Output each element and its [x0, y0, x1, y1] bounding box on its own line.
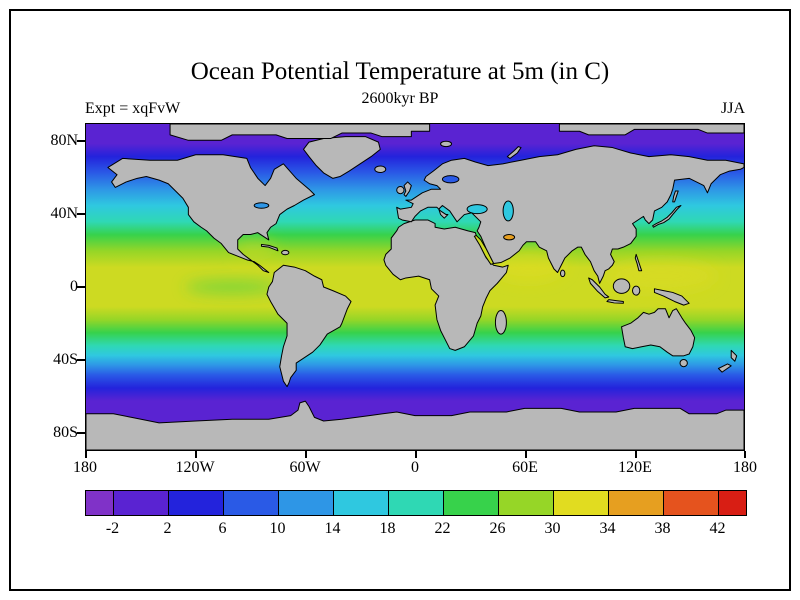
experiment-label: Expt = xqFvW [85, 100, 181, 117]
x-tick-label-60w: 60W [289, 459, 321, 476]
sumatra-island [589, 278, 609, 298]
colorbar [85, 490, 747, 516]
eurasia-landmass [397, 146, 744, 284]
colorbar-tick-label: -2 [105, 520, 120, 537]
x-axis-tick [415, 451, 417, 458]
north-america-landmass [108, 155, 315, 273]
colorbar-tick-label: 38 [654, 520, 671, 537]
new-guinea-island [654, 289, 689, 305]
y-tick-label-80s: 80S [53, 424, 78, 441]
persian-gulf [504, 234, 515, 239]
colorbar-cell [278, 491, 333, 515]
map-panel [85, 123, 745, 451]
caspian-sea [503, 201, 513, 221]
colorbar-cell [498, 491, 553, 515]
colorbar-cell [553, 491, 608, 515]
colorbar-tick-label: 26 [489, 520, 506, 537]
novaya-zemlya-island [507, 147, 521, 159]
y-axis-tick [77, 140, 85, 142]
arctic-ice-west [170, 124, 430, 140]
tasmania-island [680, 359, 687, 366]
colorbar-cell [608, 491, 663, 515]
philippines-islands [635, 254, 641, 270]
baltic-sea [442, 176, 458, 183]
svalbard-island [441, 141, 452, 146]
colorbar-cell [168, 491, 223, 515]
africa-landmass [384, 220, 508, 350]
plot-title: Ocean Potential Temperature at 5m (in C) [190, 58, 610, 85]
colorbar-cell [113, 491, 168, 515]
arctic-ice-east [559, 124, 744, 135]
x-tick-label-180e: 180 [733, 459, 757, 476]
japan-islands [653, 206, 681, 228]
y-axis-tick [77, 359, 85, 361]
iceland-island [375, 166, 386, 173]
season-label: JJA [720, 100, 745, 117]
hispaniola-island [282, 250, 289, 254]
black-sea [467, 205, 487, 214]
new-zealand-north-island [731, 350, 736, 361]
madagascar-island [495, 311, 506, 335]
x-tick-label-120e: 120E [618, 459, 652, 476]
borneo-island [613, 279, 629, 293]
colorbar-tick-label: 10 [269, 520, 286, 537]
uk-island [404, 182, 411, 196]
world-map-svg [86, 124, 744, 450]
colorbar-tick-label: 2 [163, 520, 172, 537]
colorbar-tick-label: 42 [709, 520, 726, 537]
colorbar-labels: -2 2 6 10 14 18 22 26 30 34 38 42 [85, 520, 745, 540]
y-tick-label-40n: 40N [50, 205, 78, 222]
x-tick-label-0: 0 [411, 459, 419, 476]
java-island [607, 300, 623, 304]
y-tick-label-80n: 80N [50, 132, 78, 149]
y-axis-tick [77, 213, 85, 215]
y-tick-label-0: 0 [70, 278, 78, 295]
x-axis-tick [744, 451, 746, 458]
australia-landmass [622, 309, 695, 356]
antarctica-landmass [86, 401, 744, 450]
colorbar-cell [663, 491, 718, 515]
x-axis-tick [525, 451, 527, 458]
new-zealand-south-island [718, 364, 731, 372]
colorbar-tick-label: 30 [544, 520, 561, 537]
south-america-landmass [267, 265, 351, 386]
colorbar-tick-label: 14 [324, 520, 341, 537]
ireland-island [397, 186, 404, 193]
colorbar-cell [388, 491, 443, 515]
x-tick-label-120w: 120W [175, 459, 215, 476]
sulawesi-island [633, 286, 640, 295]
inland-water-layer [254, 176, 514, 265]
y-tick-label-40s: 40S [53, 351, 78, 368]
colorbar-tick-label: 18 [379, 520, 396, 537]
greenland-landmass [304, 137, 381, 179]
y-axis-tick [77, 286, 85, 288]
red-sea [474, 235, 493, 264]
x-axis-tick [635, 451, 637, 458]
x-axis-tick [195, 451, 197, 458]
sea-ice-layer [86, 124, 744, 450]
sri-lanka-island [560, 270, 564, 277]
x-tick-label-180w: 180 [73, 459, 97, 476]
colorbar-cell [333, 491, 388, 515]
colorbar-tick-label: 22 [434, 520, 451, 537]
colorbar-cell [443, 491, 498, 515]
land-layer [108, 137, 744, 387]
x-axis-tick [305, 451, 307, 458]
y-axis-tick [77, 432, 85, 434]
cuba-island [261, 244, 277, 250]
colorbar-cell [718, 491, 746, 515]
sakhalin-island [673, 191, 678, 202]
colorbar-tick-label: 6 [218, 520, 227, 537]
colorbar-cell [86, 491, 113, 515]
colorbar-tick-label: 34 [599, 520, 616, 537]
x-axis-tick [85, 451, 87, 458]
plot-subtitle: 2600kyr BP [361, 90, 439, 107]
colorbar-cell [223, 491, 278, 515]
x-tick-label-60e: 60E [512, 459, 538, 476]
great-lakes [254, 203, 269, 208]
